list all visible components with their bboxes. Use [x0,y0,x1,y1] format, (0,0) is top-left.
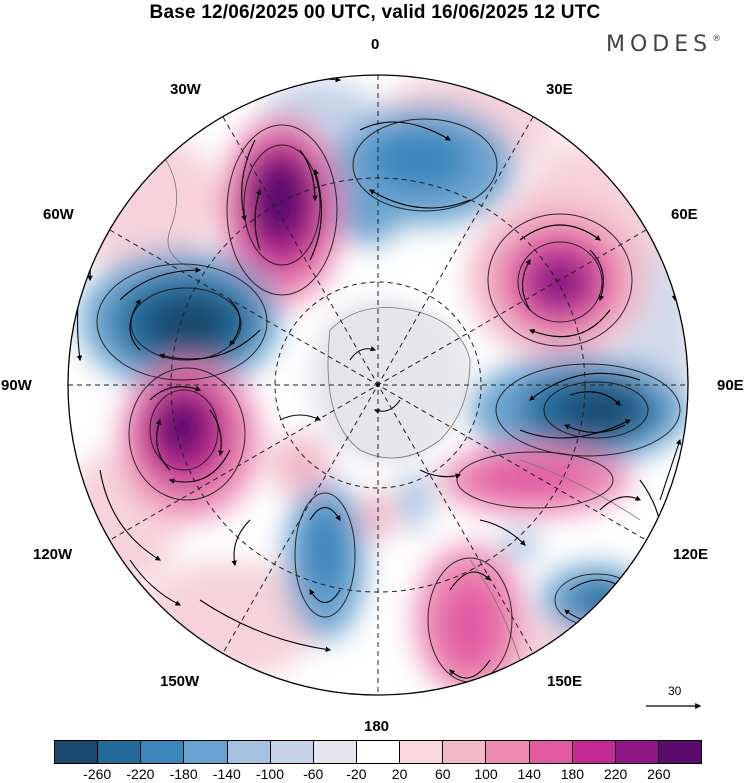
lon-label-0: 0 [371,36,380,53]
colorbar-swatch [658,741,702,763]
colorbar-tick-label: -100 [255,766,285,782]
lon-label-120w: 120W [33,546,73,563]
anomaly-shading [68,75,688,695]
colorbar-swatch [572,741,616,763]
map-boundary [67,74,689,696]
colorbar-tick-label: 100 [474,766,498,782]
colorbar-tick-label: -220 [126,766,155,782]
reference-vector-label: 30 [668,684,682,698]
colorbar-tick-label: -60 [303,766,324,782]
colorbar-tick-label: 180 [560,766,585,782]
colorbar-swatch [529,741,573,763]
lon-label-30e: 30E [546,81,573,98]
colorbar-swatch [270,741,314,763]
map-title: Base 12/06/2025 00 UTC, valid 16/06/2025… [149,2,601,23]
colorbar-swatch [356,741,401,763]
brand-text: MODES [606,32,713,57]
lon-label-60w: 60W [43,206,74,223]
colorbar-tick-label: 20 [391,766,408,782]
north-pole-marker [376,383,380,387]
colorbar [54,740,702,764]
colorbar-swatch [443,741,487,763]
lon-label-30w: 30W [170,81,201,98]
registered-mark: ® [712,34,722,44]
colorbar-swatch [313,741,357,763]
colorbar-swatch [227,741,271,763]
colorbar-tick-label: -180 [169,766,198,782]
anomaly-field [68,75,688,695]
colorbar-swatch [486,741,530,763]
colorbar-swatch [141,741,185,763]
colorbar-swatch [184,741,228,763]
modes-logo: MODES® [606,32,721,57]
colorbar-swatch [98,741,142,763]
lon-label-180: 180 [364,718,390,735]
contours [96,118,681,683]
colorbar-tick-label: -20 [346,766,367,782]
colorbar-swatch [55,741,99,763]
lon-label-60e: 60E [671,206,698,223]
colorbar-tick-label: 220 [603,766,628,782]
colorbar-tick-label: -260 [83,766,112,782]
lon-label-90w: 90W [1,377,32,394]
colorbar-swatch [400,741,444,763]
colorbar-swatch [615,741,659,763]
lon-label-120e: 120E [673,546,709,563]
lon-label-90e: 90E [717,377,744,394]
lon-label-150w: 150W [160,673,200,690]
colorbar-tick-label: -140 [212,766,241,782]
colorbar-tick-label: 140 [517,766,541,782]
lon-label-150e: 150E [547,673,583,690]
colorbar-tick-label: 60 [435,766,451,782]
colorbar-tick-label: 260 [647,766,671,782]
